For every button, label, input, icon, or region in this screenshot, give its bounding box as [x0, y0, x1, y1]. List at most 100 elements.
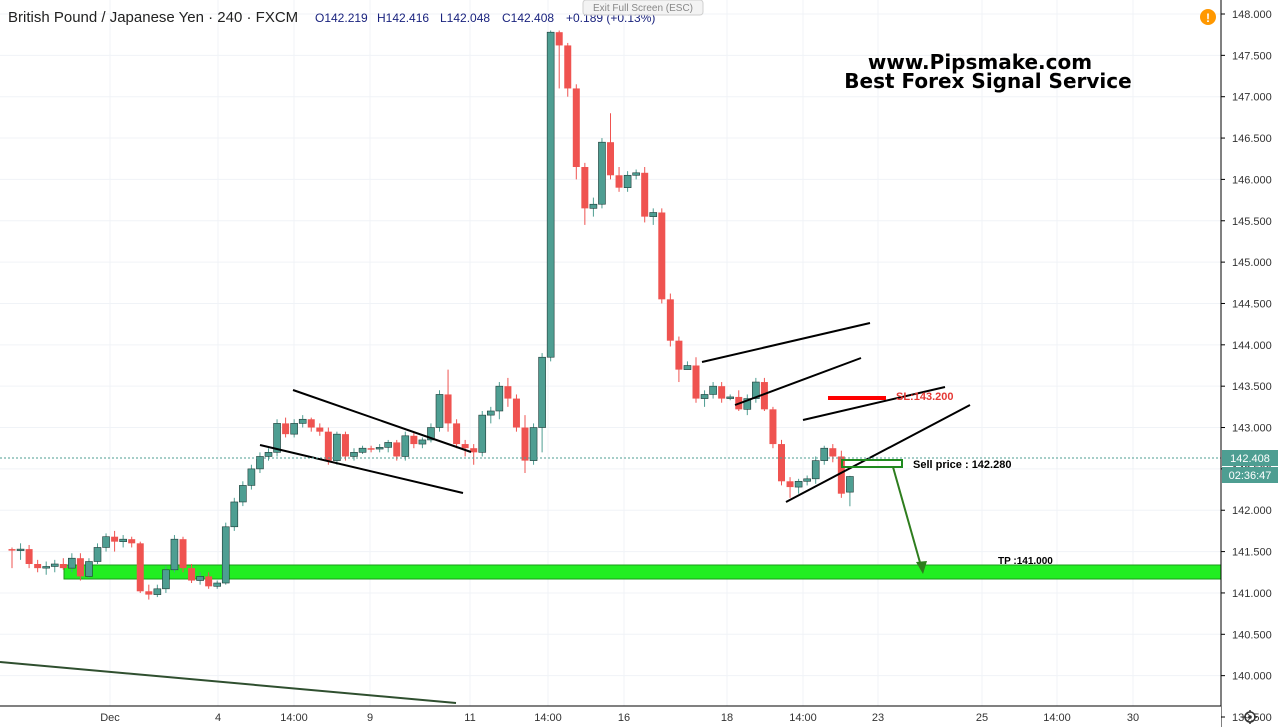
- candle[interactable]: [820, 445, 829, 465]
- candle[interactable]: [8, 547, 16, 569]
- candle[interactable]: [247, 464, 256, 490]
- candle[interactable]: [529, 423, 538, 465]
- candle[interactable]: [42, 561, 51, 575]
- candle[interactable]: [786, 477, 794, 498]
- candle[interactable]: [538, 353, 546, 453]
- candle[interactable]: [752, 377, 760, 403]
- trend-line[interactable]: [259, 444, 464, 494]
- candle[interactable]: [794, 478, 803, 494]
- candle[interactable]: [298, 415, 307, 428]
- symbol-title[interactable]: British Pound / Japanese Yen · 240 · FXC…: [8, 9, 298, 26]
- candle[interactable]: [709, 382, 717, 399]
- candle[interactable]: [179, 536, 187, 573]
- exit-fullscreen-button[interactable]: [582, 0, 704, 16]
- candle[interactable]: [59, 558, 67, 570]
- candle[interactable]: [68, 553, 76, 573]
- candle[interactable]: [837, 450, 845, 498]
- candle[interactable]: [205, 572, 213, 589]
- candle[interactable]: [375, 444, 384, 453]
- alert-icon[interactable]: [1200, 9, 1216, 25]
- candle[interactable]: [641, 167, 649, 223]
- trend-line[interactable]: [734, 357, 862, 406]
- candle[interactable]: [93, 543, 102, 564]
- candle[interactable]: [128, 536, 136, 548]
- candle[interactable]: [111, 530, 119, 552]
- candle[interactable]: [119, 535, 127, 548]
- candle[interactable]: [504, 377, 512, 407]
- candle[interactable]: [213, 580, 221, 589]
- candle[interactable]: [846, 475, 854, 507]
- candle[interactable]: [435, 390, 444, 432]
- candle[interactable]: [350, 448, 358, 461]
- candle[interactable]: [16, 543, 25, 560]
- candle[interactable]: [367, 445, 375, 453]
- candle[interactable]: [607, 113, 614, 180]
- candle[interactable]: [666, 293, 674, 347]
- candle[interactable]: [718, 382, 726, 403]
- candle[interactable]: [264, 448, 273, 461]
- candle[interactable]: [282, 417, 290, 438]
- candle[interactable]: [188, 563, 196, 584]
- candle[interactable]: [76, 553, 84, 581]
- candle[interactable]: [598, 138, 606, 209]
- candle[interactable]: [581, 162, 589, 225]
- time-axis-bg[interactable]: [0, 706, 1221, 727]
- candle[interactable]: [743, 394, 752, 416]
- candle[interactable]: [735, 390, 743, 411]
- candle[interactable]: [623, 171, 632, 192]
- candle[interactable]: [546, 30, 555, 362]
- candle[interactable]: [478, 410, 487, 457]
- candle[interactable]: [453, 419, 461, 449]
- candle[interactable]: [384, 439, 393, 453]
- candle[interactable]: [521, 415, 529, 474]
- candle[interactable]: [470, 444, 478, 465]
- candle[interactable]: [461, 439, 469, 457]
- candle[interactable]: [341, 431, 349, 461]
- candle[interactable]: [102, 533, 110, 552]
- candle[interactable]: [85, 558, 93, 579]
- candle[interactable]: [692, 357, 700, 403]
- candle[interactable]: [486, 406, 495, 424]
- candle[interactable]: [136, 541, 144, 593]
- candle[interactable]: [333, 431, 341, 465]
- candle[interactable]: [196, 572, 204, 585]
- candle[interactable]: [162, 566, 170, 593]
- candle[interactable]: [512, 394, 520, 432]
- candle[interactable]: [675, 336, 683, 383]
- sell-box[interactable]: [841, 459, 903, 468]
- settings-icon[interactable]: [1243, 710, 1257, 724]
- candle[interactable]: [427, 423, 435, 443]
- tp-zone[interactable]: [63, 564, 1222, 580]
- candle[interactable]: [555, 30, 563, 89]
- candle[interactable]: [230, 497, 239, 531]
- candle[interactable]: [316, 423, 324, 436]
- candle[interactable]: [564, 42, 572, 97]
- candle[interactable]: [221, 522, 230, 585]
- candle[interactable]: [572, 84, 580, 180]
- long-trend-line[interactable]: [0, 661, 457, 704]
- exit-fullscreen-label[interactable]: Exit Full Screen (ESC): [593, 3, 693, 14]
- candle[interactable]: [50, 559, 59, 573]
- candle[interactable]: [615, 167, 623, 192]
- candle[interactable]: [324, 427, 332, 465]
- candle[interactable]: [700, 390, 709, 407]
- candle[interactable]: [803, 475, 811, 486]
- price-axis-bg[interactable]: [1221, 0, 1279, 727]
- candle[interactable]: [401, 431, 410, 461]
- candle[interactable]: [418, 437, 427, 449]
- candle[interactable]: [769, 406, 777, 449]
- target-arrow-line[interactable]: [892, 466, 922, 567]
- candle[interactable]: [829, 444, 837, 463]
- candle[interactable]: [495, 382, 504, 420]
- candle[interactable]: [778, 439, 785, 486]
- candle[interactable]: [393, 439, 401, 461]
- candle[interactable]: [444, 369, 452, 432]
- candle[interactable]: [658, 208, 666, 304]
- candle[interactable]: [170, 535, 179, 573]
- candle[interactable]: [153, 584, 162, 598]
- candle[interactable]: [811, 456, 820, 484]
- candle[interactable]: [290, 419, 298, 438]
- candle[interactable]: [726, 394, 735, 401]
